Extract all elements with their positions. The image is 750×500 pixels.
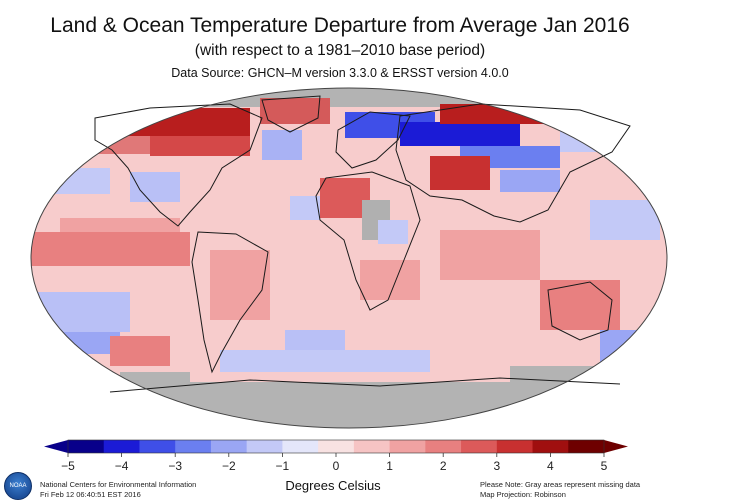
outline-north-america — [94, 103, 263, 227]
colorbar-swatch — [568, 440, 605, 453]
colorbar-swatch — [353, 440, 391, 453]
cool-southern-ocean — [220, 350, 430, 372]
warm-south-america — [210, 250, 270, 320]
cool-w-pacific — [590, 200, 660, 240]
colorbar-tick-label: 2 — [439, 459, 447, 473]
cool-south-pacific — [31, 292, 130, 332]
outline-south-america — [191, 231, 269, 374]
colorbar — [44, 439, 628, 457]
cold-east-asia — [500, 170, 560, 192]
warm-central-asia — [430, 156, 490, 190]
colorbar-tick-label: −2 — [221, 459, 236, 473]
warm-indian-ocean — [440, 230, 540, 280]
warm-australia — [540, 280, 620, 330]
temperature-anomaly-map — [30, 87, 668, 429]
colorbar-swatch — [282, 440, 319, 453]
outline-asia — [395, 103, 631, 223]
warm-canada-2 — [150, 136, 250, 156]
outline-australia — [547, 281, 613, 341]
colorbar-swatch — [318, 440, 355, 453]
cool-north-africa — [290, 196, 320, 220]
colorbar-tick-label: 3 — [493, 459, 501, 473]
colorbar-tick-label: −4 — [114, 459, 129, 473]
map-title: Land & Ocean Temperature Departure from … — [50, 14, 630, 37]
colorbar-unit-label: Degrees Celsius — [285, 478, 381, 493]
continent-outlines — [94, 95, 631, 393]
colorbar-arrow-low — [44, 440, 68, 453]
missing-antarctic — [31, 382, 667, 428]
colorbar-tick-label: 5 — [600, 459, 608, 473]
noaa-logo-icon: NOAA — [4, 472, 32, 500]
colorbar-tick-label: −3 — [168, 459, 183, 473]
colorbar-swatch — [461, 440, 498, 453]
outline-antarctica — [109, 377, 621, 393]
colorbar-tick-label: 4 — [547, 459, 554, 473]
colorbar-swatch — [532, 440, 569, 453]
colorbar-tick-label: 0 — [332, 459, 340, 473]
warm-pacific-band-2 — [60, 218, 180, 232]
globe-border — [30, 87, 668, 429]
cool-east-siberia — [560, 128, 630, 152]
warm-south-africa — [360, 260, 420, 300]
colorbar-tick-label: −5 — [61, 459, 75, 473]
colorbar-swatch — [68, 440, 105, 453]
footer-org: National Centers for Environmental Infor… — [40, 480, 197, 489]
warm-canada — [90, 108, 250, 136]
colorbar-tick-label: −1 — [275, 459, 290, 473]
outline-africa — [315, 171, 421, 311]
colorbar-swatch — [175, 440, 212, 453]
warm-pacific-band — [31, 232, 190, 266]
warm-middle-east — [320, 178, 370, 218]
cold-russia — [400, 122, 520, 146]
footer-right: Please Note: Gray areas represent missin… — [480, 480, 640, 500]
warm-alaska — [90, 136, 150, 154]
colorbar-swatch — [246, 440, 283, 453]
outline-greenland — [261, 95, 321, 133]
footer-left: National Centers for Environmental Infor… — [40, 480, 196, 500]
colorbar-swatch — [496, 440, 534, 453]
colorbar-swatch — [210, 440, 248, 453]
footer-timestamp: Fri Feb 12 06:40:51 EST 2016 — [40, 490, 141, 499]
missing-antarctic-patch — [120, 372, 190, 386]
cool-north-atlantic — [262, 130, 302, 160]
outline-europe — [335, 111, 411, 169]
footer-note: Please Note: Gray areas represent missin… — [480, 480, 641, 489]
colorbar-swatch — [139, 440, 176, 453]
data-source: Data Source: GHCN–M version 3.3.0 & ERSS… — [171, 66, 509, 80]
colorbar-arrow-high — [604, 440, 628, 453]
colorbar-tick-label: 1 — [386, 459, 393, 473]
cool-east-pacific-south — [600, 330, 667, 370]
warm-south-pacific — [110, 336, 170, 366]
colorbar-swatch — [389, 440, 426, 453]
colorbar-swatch — [103, 440, 140, 453]
map-subtitle: (with respect to a 1981–2010 base period… — [194, 42, 486, 59]
missing-antarctic-patch-2 — [510, 366, 600, 384]
cool-africa — [378, 220, 408, 244]
footer-projection: Map Projection: Robinson — [480, 490, 566, 499]
colorbar-swatch — [425, 440, 462, 453]
cool-us-south — [130, 172, 180, 202]
